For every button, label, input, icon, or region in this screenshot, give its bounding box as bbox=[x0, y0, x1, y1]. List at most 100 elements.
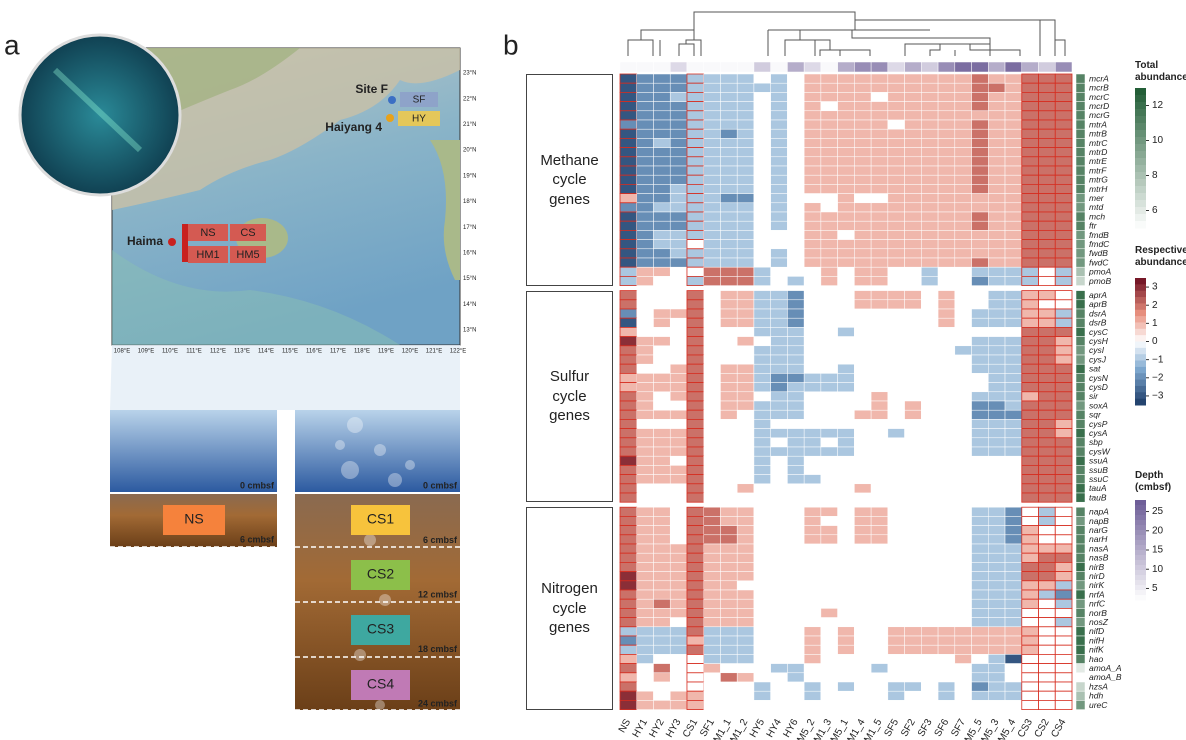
heat-cell bbox=[720, 382, 738, 393]
lat-label: 18°N bbox=[463, 199, 476, 205]
heat-cell bbox=[770, 663, 788, 674]
heat-cell bbox=[686, 400, 705, 411]
heat-cell bbox=[803, 644, 822, 655]
heat-cell bbox=[1038, 372, 1056, 383]
heat-cell bbox=[1038, 193, 1056, 204]
total-cell bbox=[1075, 690, 1086, 701]
total-cell bbox=[1075, 617, 1086, 628]
heat-cell bbox=[803, 92, 822, 102]
heat-cell bbox=[1021, 308, 1039, 319]
heat-cell bbox=[988, 552, 1006, 563]
gene-label: sqr bbox=[1089, 410, 1102, 420]
legend-title: Respective abundance bbox=[1135, 245, 1186, 269]
heat-cell bbox=[669, 299, 688, 310]
heat-cell bbox=[870, 128, 889, 139]
total-cell bbox=[1075, 202, 1086, 213]
heat-cell bbox=[1004, 552, 1023, 563]
heat-cell bbox=[1021, 700, 1039, 711]
heat-cell bbox=[820, 543, 838, 554]
depth-cell bbox=[803, 61, 822, 73]
heat-cell bbox=[770, 101, 788, 112]
heat-cell bbox=[937, 336, 956, 347]
heat-cell bbox=[787, 474, 805, 485]
gene-label: cysD bbox=[1089, 382, 1108, 392]
heat-cell bbox=[870, 598, 889, 609]
gene-label: mtrD bbox=[1089, 147, 1107, 157]
heat-cell bbox=[988, 391, 1006, 402]
heat-cell bbox=[1054, 400, 1073, 411]
heat-cell bbox=[937, 73, 956, 84]
heat-cell bbox=[720, 266, 738, 277]
heat-cell bbox=[1004, 663, 1023, 674]
heat-cell bbox=[787, 363, 805, 374]
heat-cell bbox=[770, 562, 788, 572]
heat-cell bbox=[988, 345, 1006, 356]
heat-cell bbox=[921, 345, 939, 356]
heat-cell bbox=[653, 373, 671, 383]
colorbar-step bbox=[1135, 193, 1146, 201]
heat-cell bbox=[636, 446, 654, 457]
heat-cell bbox=[921, 317, 939, 328]
heat-cell bbox=[971, 373, 989, 383]
heat-cell bbox=[619, 326, 638, 337]
heat-cell bbox=[787, 248, 805, 259]
depth-cell bbox=[988, 61, 1006, 73]
heat-cell bbox=[887, 635, 905, 646]
heat-cell bbox=[937, 327, 956, 337]
heat-cell bbox=[837, 248, 855, 259]
site-code: HM1 bbox=[196, 249, 219, 261]
heat-cell bbox=[1004, 474, 1023, 485]
heat-cell bbox=[720, 598, 738, 609]
heat-cell bbox=[870, 552, 889, 563]
heat-cell bbox=[1054, 119, 1073, 130]
heat-cell bbox=[954, 635, 972, 646]
heat-cell bbox=[803, 455, 822, 466]
heat-cell bbox=[686, 437, 705, 448]
heat-cell bbox=[887, 363, 905, 374]
heat-cell bbox=[1004, 644, 1023, 655]
heat-cell bbox=[703, 663, 721, 674]
group-label: Nitrogen cycle genes bbox=[526, 507, 613, 710]
heat-cell bbox=[854, 516, 872, 526]
heat-cell bbox=[954, 317, 972, 328]
heat-cell bbox=[619, 137, 638, 148]
heat-cell bbox=[803, 465, 822, 475]
total-cell bbox=[1075, 290, 1086, 301]
heat-cell bbox=[736, 308, 755, 319]
heat-cell bbox=[720, 580, 738, 591]
colorbar-step bbox=[1135, 530, 1146, 536]
heat-cell bbox=[1038, 73, 1056, 84]
heat-cell bbox=[820, 184, 838, 194]
gene-label: mtrC bbox=[1089, 138, 1108, 148]
heat-cell bbox=[887, 373, 905, 383]
total-cell bbox=[1075, 239, 1086, 250]
heat-cell bbox=[870, 257, 889, 268]
heat-cell bbox=[803, 598, 822, 609]
heat-cell bbox=[703, 156, 721, 167]
heat-cell bbox=[703, 165, 721, 176]
heat-cell bbox=[837, 327, 855, 337]
gene-label: sir bbox=[1089, 391, 1099, 401]
heat-cell bbox=[904, 193, 922, 204]
heat-cell bbox=[904, 174, 922, 185]
colorbar-step bbox=[1135, 515, 1146, 521]
heat-cell bbox=[870, 617, 889, 628]
heat-cell bbox=[669, 101, 688, 112]
heat-cell bbox=[736, 543, 755, 554]
heat-cell bbox=[619, 101, 638, 112]
heat-cell bbox=[954, 156, 972, 167]
heat-cell bbox=[937, 82, 956, 93]
heat-cell bbox=[686, 455, 705, 466]
heat-cell bbox=[1038, 363, 1056, 374]
heat-cell bbox=[619, 516, 638, 527]
heat-cell bbox=[1004, 589, 1023, 600]
heat-cell bbox=[854, 428, 872, 439]
heat-cell bbox=[669, 354, 688, 365]
heat-cell bbox=[820, 317, 838, 328]
heat-cell bbox=[636, 345, 654, 356]
total-cell bbox=[1075, 654, 1086, 664]
gene-label: amoA_A bbox=[1089, 663, 1122, 673]
heat-cell bbox=[988, 363, 1006, 374]
total-cell bbox=[1075, 110, 1086, 121]
site-marker bbox=[388, 96, 396, 104]
